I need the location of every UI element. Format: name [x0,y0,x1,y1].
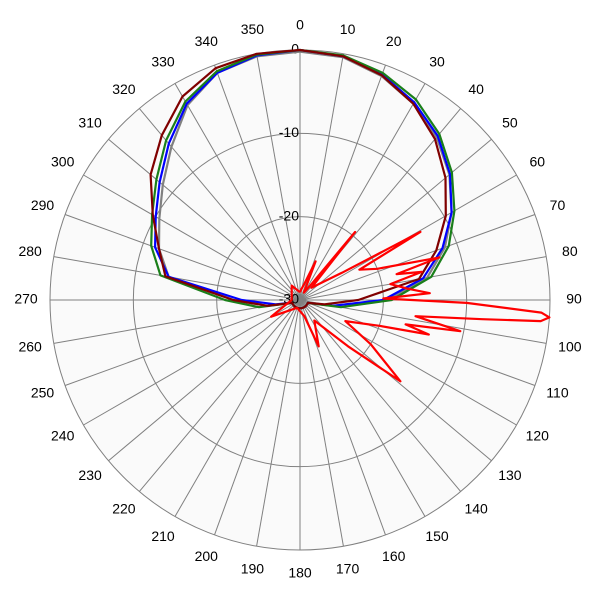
angle-tick-label: 40 [468,81,484,97]
grid-spoke [174,299,301,517]
grid-spoke [256,53,301,301]
radial-tick-label: -10 [279,124,299,140]
angle-tick-label: 80 [562,243,578,259]
angle-tick-label: 70 [550,197,566,213]
series-line [270,230,551,383]
angle-tick-label: 210 [151,528,175,544]
angle-tick-label: 20 [386,33,402,49]
radial-tick-label: -20 [279,207,299,223]
grid-spoke [299,64,386,301]
angle-tick-label: 250 [31,384,55,400]
angle-tick-label: 230 [78,467,102,483]
radial-tick-label: 0 [291,41,299,57]
angle-tick-label: 200 [195,548,219,564]
angle-tick-label: 100 [558,338,582,354]
angle-tick-label: 170 [336,561,360,577]
angle-tick-label: 0 [296,17,304,33]
angle-tick-label: 300 [51,154,75,170]
angle-tick-label: 270 [14,291,38,307]
angle-tick-label: 350 [241,21,265,37]
grid-spoke [108,138,301,301]
angle-tick-label: 50 [502,115,518,131]
angle-tick-label: 140 [464,501,488,517]
grid-spoke [214,299,301,536]
angle-tick-label: 290 [31,197,55,213]
angle-tick-label: 280 [18,243,42,259]
grid-spoke [299,299,492,462]
series-line [149,48,447,310]
grid-spoke [174,83,301,301]
grid-spoke [138,299,301,492]
angle-tick-label: 180 [288,565,312,581]
angle-tick-label: 240 [51,428,75,444]
grid-spoke [299,214,536,301]
grid-spoke [64,299,301,386]
grid-spoke [108,299,301,462]
grid-spoke [299,299,344,547]
grid-spoke [214,64,301,301]
grid-spoke [299,299,426,517]
angle-tick-label: 60 [530,154,546,170]
angle-tick-label: 260 [18,338,42,354]
angle-tick-label: 160 [382,548,406,564]
angle-tick-label: 220 [112,501,136,517]
grid-spoke [299,299,536,386]
angle-tick-label: 30 [429,53,445,69]
angle-tick-label: 150 [425,528,449,544]
angle-tick-label: 120 [526,428,550,444]
angle-tick-label: 330 [151,53,175,69]
grid-spoke [83,299,301,426]
grid-spoke [299,53,344,301]
grid-spoke [64,214,301,301]
grid-spoke [299,299,462,492]
angle-tick-label: 320 [112,81,136,97]
angle-tick-label: 310 [78,115,102,131]
grid-spoke [83,174,301,301]
grid-spoke [256,299,301,547]
grid-spoke [299,83,426,301]
angle-tick-label: 340 [195,33,219,49]
angle-tick-label: 110 [546,384,569,400]
angle-tick-label: 90 [566,291,582,307]
angle-tick-label: 10 [340,21,356,37]
grid-spoke [299,138,492,301]
angle-tick-label: 190 [241,561,265,577]
grid-spoke [299,299,517,426]
angle-tick-label: 130 [498,467,522,483]
